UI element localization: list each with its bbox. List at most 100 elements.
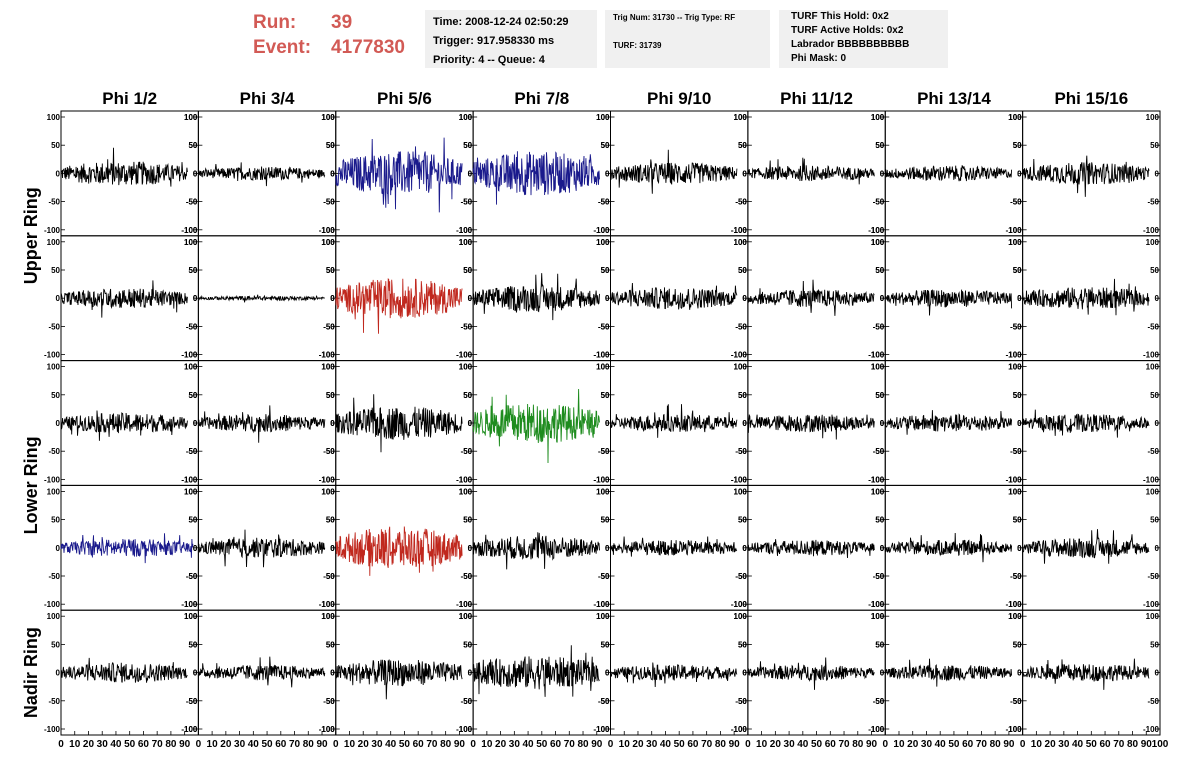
ytick-label-left-r1-c1: -100 bbox=[44, 226, 61, 235]
ytick-label-right-r1-c3: 100 bbox=[459, 113, 473, 122]
ytick-label-right-r5-c1: 0 bbox=[193, 669, 198, 678]
xtick-label-c4: 40 bbox=[523, 739, 535, 750]
ytick-label-right-r3-c8: 0 bbox=[1155, 419, 1160, 428]
ytick-label-left-r1-c7: 0 bbox=[880, 169, 885, 178]
ytick-label-right-r2-c2: 0 bbox=[330, 294, 335, 303]
ytick-label-left-r1-c1: 100 bbox=[47, 113, 61, 122]
ytick-label-left-r5-c5: 100 bbox=[596, 612, 610, 621]
ytick-label-left-r3-c6: 100 bbox=[734, 363, 748, 372]
column-header-8: Phi 15/16 bbox=[1054, 89, 1128, 108]
ytick-label-left-r4-c1: -100 bbox=[44, 600, 61, 609]
ytick-label-right-r5-c5: -50 bbox=[735, 697, 747, 706]
ytick-label-right-r1-c1: 50 bbox=[188, 141, 197, 150]
ytick-label-left-r4-c6: 50 bbox=[738, 516, 747, 525]
ytick-label-right-r2-c8: 0 bbox=[1155, 294, 1160, 303]
ytick-label-left-r2-c2: -100 bbox=[181, 351, 198, 360]
trace-r5-c4 bbox=[472, 645, 600, 697]
xtick-label-c8: 0 bbox=[1020, 739, 1026, 750]
ytick-label-left-r4-c4: 100 bbox=[459, 487, 473, 496]
ytick-label-right-r2-c6: 100 bbox=[871, 238, 885, 247]
ytick-label-right-r2-c5: 0 bbox=[742, 294, 747, 303]
ytick-label-left-r4-c7: -50 bbox=[873, 572, 885, 581]
ytick-label-right-r5-c7: 0 bbox=[1017, 669, 1022, 678]
ytick-label-right-r1-c6: -100 bbox=[868, 226, 885, 235]
xtick-label-c8: 20 bbox=[1045, 739, 1057, 750]
ytick-label-right-r2-c4: -100 bbox=[593, 351, 610, 360]
ytick-label-left-r3-c2: 0 bbox=[193, 419, 198, 428]
ytick-label-left-r2-c1: 100 bbox=[47, 238, 61, 247]
ytick-label-left-r3-c4: 0 bbox=[468, 419, 473, 428]
xtick-label-c6: 60 bbox=[825, 739, 837, 750]
ytick-label-right-r2-c4: 0 bbox=[605, 294, 610, 303]
ytick-label-right-r4-c1: -50 bbox=[186, 572, 198, 581]
ytick-label-left-r1-c4: 0 bbox=[468, 169, 473, 178]
trigger-text: Trigger: 917.958330 ms bbox=[433, 35, 555, 47]
ytick-label-right-r1-c5: -50 bbox=[735, 198, 747, 207]
ytick-label-right-r4-c8: 0 bbox=[1155, 544, 1160, 553]
ytick-label-right-r4-c6: -100 bbox=[868, 600, 885, 609]
row-label-1: Upper Ring bbox=[21, 187, 41, 284]
xtick-label-c5: 40 bbox=[660, 739, 672, 750]
ytick-label-right-r5-c8: -100 bbox=[1143, 725, 1160, 734]
ytick-label-left-r5-c3: -50 bbox=[323, 697, 335, 706]
ytick-label-left-r4-c6: 0 bbox=[742, 544, 747, 553]
ytick-label-right-r3-c1: 0 bbox=[193, 419, 198, 428]
xtick-label-c2: 20 bbox=[220, 739, 232, 750]
column-header-2: Phi 3/4 bbox=[240, 89, 295, 108]
ytick-label-left-r5-c2: 100 bbox=[184, 612, 198, 621]
ytick-label-right-r4-c7: 50 bbox=[1013, 516, 1022, 525]
ytick-label-left-r4-c5: -100 bbox=[593, 600, 610, 609]
ytick-label-right-r3-c7: 100 bbox=[1008, 363, 1022, 372]
ytick-label-right-r3-c8: -100 bbox=[1143, 475, 1160, 484]
ytick-label-right-r5-c4: 50 bbox=[601, 640, 610, 649]
ytick-label-right-r2-c8: -100 bbox=[1143, 351, 1160, 360]
ytick-label-right-r4-c2: -50 bbox=[323, 572, 335, 581]
ytick-label-left-r4-c8: -100 bbox=[1006, 600, 1023, 609]
trace-r3-c8 bbox=[1022, 409, 1150, 438]
trace-r3-c2 bbox=[197, 405, 326, 443]
ytick-label-right-r1-c1: 0 bbox=[193, 169, 198, 178]
xtick-label-c8: 100 bbox=[1152, 739, 1169, 750]
ytick-label-left-r5-c1: -100 bbox=[44, 725, 61, 734]
xtick-label-c3: 30 bbox=[371, 739, 383, 750]
xtick-label-c1: 80 bbox=[165, 739, 177, 750]
ytick-label-left-r1-c5: -100 bbox=[593, 226, 610, 235]
ytick-label-right-r2-c1: 0 bbox=[193, 294, 198, 303]
ytick-label-left-r2-c1: -100 bbox=[44, 351, 61, 360]
ytick-label-right-r3-c5: 0 bbox=[742, 419, 747, 428]
ytick-label-right-r1-c4: 0 bbox=[605, 169, 610, 178]
ytick-label-right-r2-c6: 0 bbox=[880, 294, 885, 303]
ytick-label-left-r4-c6: -50 bbox=[735, 572, 747, 581]
ytick-label-left-r1-c4: 50 bbox=[463, 141, 472, 150]
ytick-label-left-r1-c3: 0 bbox=[330, 169, 335, 178]
ytick-label-left-r4-c1: -50 bbox=[48, 572, 60, 581]
xtick-label-c1: 30 bbox=[97, 739, 109, 750]
ytick-label-right-r1-c4: 100 bbox=[596, 113, 610, 122]
xtick-label-c4: 70 bbox=[564, 739, 576, 750]
ytick-label-right-r2-c3: 100 bbox=[459, 238, 473, 247]
ytick-label-right-r4-c1: 50 bbox=[188, 516, 197, 525]
ytick-label-right-r5-c3: -100 bbox=[456, 725, 473, 734]
ytick-label-right-r1-c8: -100 bbox=[1143, 226, 1160, 235]
trace-r3-c5 bbox=[610, 404, 738, 438]
trace-r2-c6 bbox=[747, 279, 875, 316]
ytick-label-right-r5-c8: 0 bbox=[1155, 669, 1160, 678]
ytick-label-right-r2-c6: -100 bbox=[868, 351, 885, 360]
ytick-label-right-r4-c8: 100 bbox=[1146, 487, 1160, 496]
ytick-label-left-r2-c6: -100 bbox=[731, 351, 748, 360]
ytick-label-left-r2-c1: -50 bbox=[48, 322, 60, 331]
ytick-label-right-r4-c4: 100 bbox=[596, 487, 610, 496]
xtick-label-c5: 70 bbox=[701, 739, 713, 750]
ytick-label-right-r4-c5: 100 bbox=[734, 487, 748, 496]
ytick-label-left-r5-c8: -100 bbox=[1006, 725, 1023, 734]
xtick-label-c3: 90 bbox=[454, 739, 466, 750]
trace-r2-c8 bbox=[1022, 278, 1150, 316]
ytick-label-left-r4-c7: 100 bbox=[871, 487, 885, 496]
xtick-label-c6: 20 bbox=[770, 739, 782, 750]
ytick-label-left-r4-c1: 0 bbox=[56, 544, 61, 553]
ytick-label-left-r5-c7: 50 bbox=[875, 640, 884, 649]
ytick-label-left-r4-c4: -50 bbox=[461, 572, 473, 581]
ytick-label-left-r1-c6: -50 bbox=[735, 198, 747, 207]
ytick-label-right-r2-c8: 50 bbox=[1150, 266, 1159, 275]
ytick-label-right-r4-c7: 0 bbox=[1017, 544, 1022, 553]
